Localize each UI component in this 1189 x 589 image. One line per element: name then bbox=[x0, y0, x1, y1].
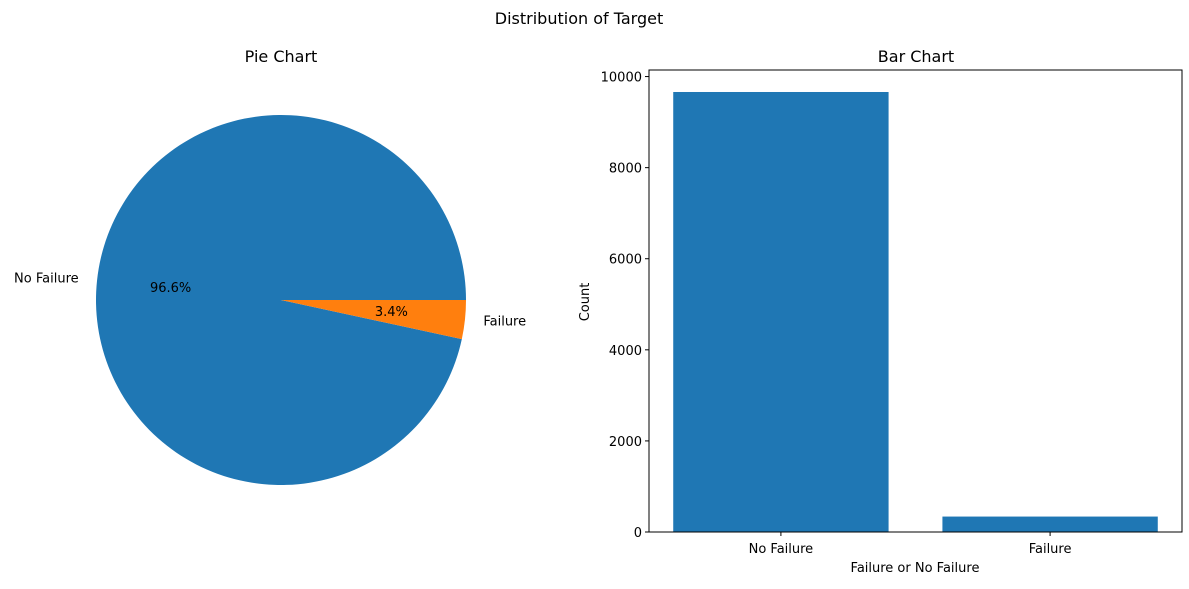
x-tick-label: Failure bbox=[1029, 542, 1072, 557]
pie-slices bbox=[96, 115, 466, 486]
pie-chart-panel: Pie Chart No Failure 96.6% Failure 3.4% bbox=[14, 47, 526, 486]
y-tick-label: 6000 bbox=[609, 253, 642, 268]
y-tick-label: 10000 bbox=[601, 71, 642, 86]
bar-bars bbox=[673, 91, 1158, 532]
pie-labels: No Failure 96.6% Failure 3.4% bbox=[14, 271, 526, 329]
y-tick-label: 8000 bbox=[609, 162, 642, 177]
pie-label-failure: Failure bbox=[483, 315, 526, 330]
pie-label-no-failure: No Failure bbox=[14, 271, 79, 286]
pie-chart-title: Pie Chart bbox=[245, 47, 318, 66]
bar-x-axis-ticks: No Failure Failure bbox=[749, 532, 1072, 557]
pie-percent-no-failure: 96.6% bbox=[150, 281, 191, 296]
y-tick-label: 4000 bbox=[609, 344, 642, 359]
bar-y-axis-ticks: 0 2000 4000 6000 8000 10000 bbox=[601, 71, 649, 541]
x-tick-label: No Failure bbox=[749, 542, 814, 557]
bar-failure bbox=[942, 516, 1158, 532]
pie-slice-failure bbox=[281, 300, 466, 340]
bar-no-failure bbox=[673, 91, 889, 532]
pie-slice-no-failure bbox=[96, 115, 466, 486]
bar-y-axis-label: Count bbox=[578, 283, 593, 322]
pie-percent-failure: 3.4% bbox=[375, 305, 408, 320]
bar-chart-panel: Bar Chart 0 2000 4000 6000 8000 10000 No Fail… bbox=[578, 47, 1183, 576]
figure-suptitle: Distribution of Target bbox=[495, 9, 663, 28]
y-tick-label: 0 bbox=[634, 526, 642, 541]
bar-chart-title: Bar Chart bbox=[878, 47, 954, 66]
bar-x-axis-label: Failure or No Failure bbox=[851, 561, 980, 576]
bar-axes-frame bbox=[648, 69, 1183, 533]
y-tick-label: 2000 bbox=[609, 435, 642, 450]
